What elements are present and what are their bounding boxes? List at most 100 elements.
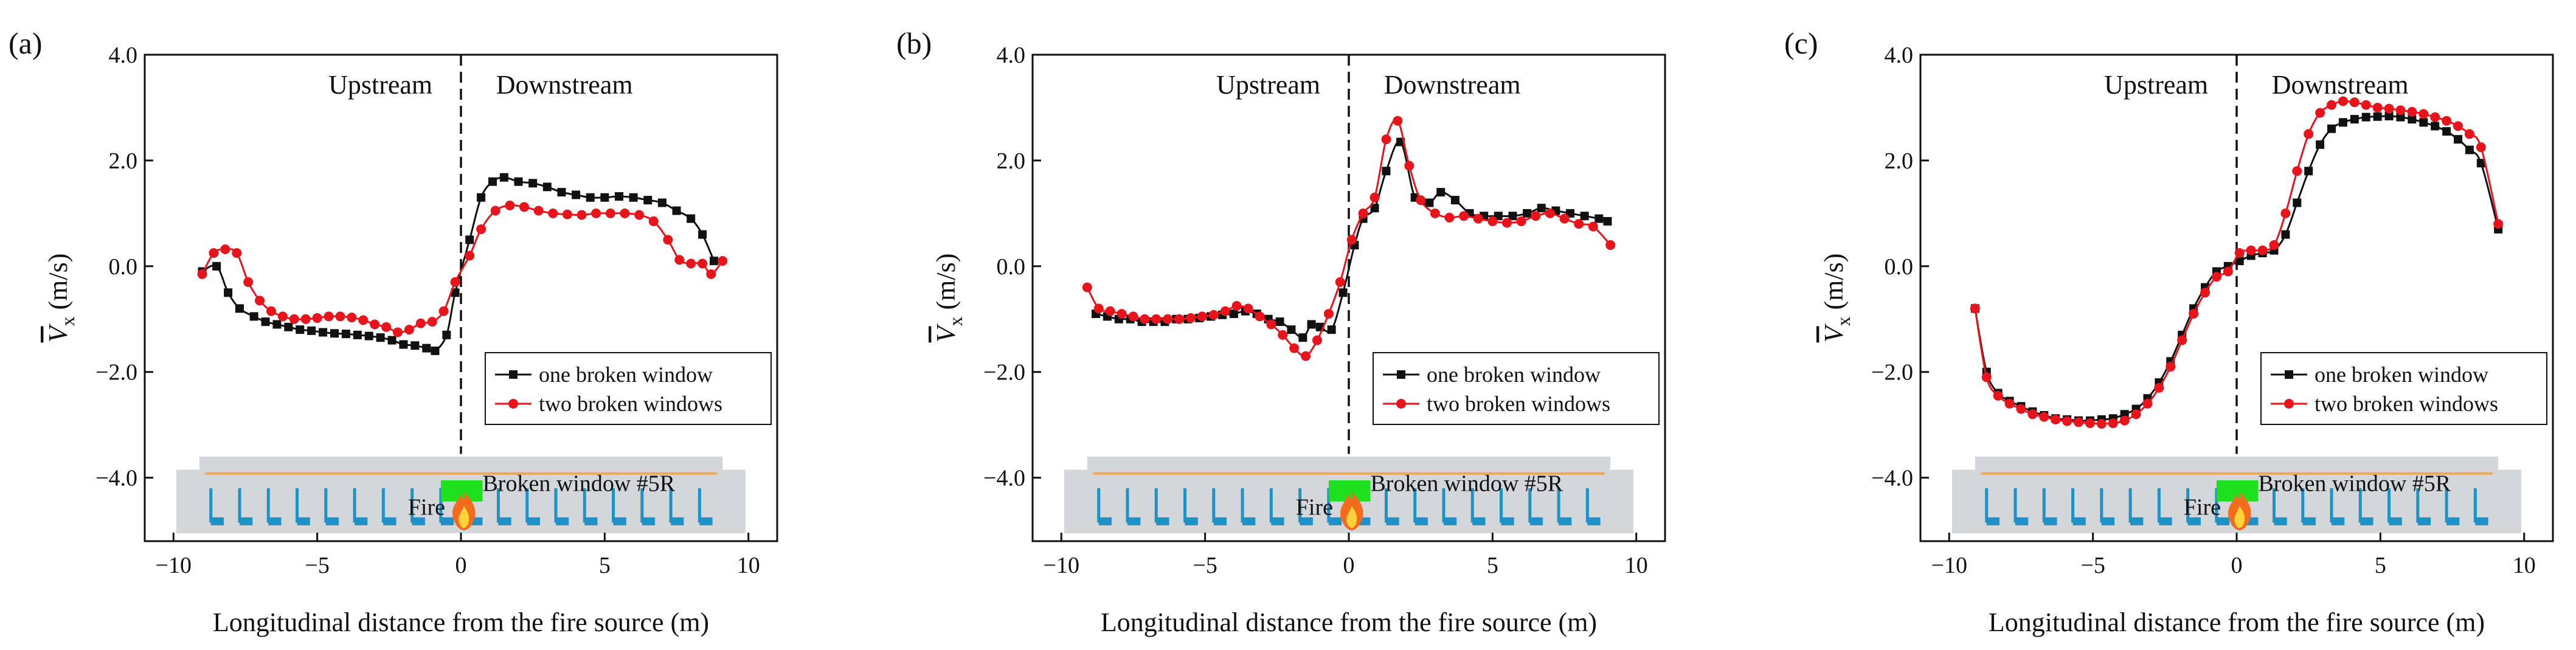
data-point — [2200, 288, 2210, 298]
data-point — [272, 320, 282, 329]
legend: one broken window two broken windows — [2260, 352, 2547, 425]
data-point — [615, 192, 623, 201]
data-point — [1335, 277, 1345, 287]
x-tick-label: −5 — [305, 553, 329, 578]
data-point — [324, 311, 334, 322]
seat-base — [1501, 517, 1514, 525]
data-point — [2454, 135, 2462, 144]
data-point — [2304, 129, 2314, 139]
tunnel-roof — [1087, 456, 1611, 470]
x-axis-title: Longitudinal distance from the fire sour… — [1989, 607, 2485, 637]
data-point — [519, 202, 529, 212]
data-point — [335, 311, 345, 322]
series-two-broken-windows — [197, 200, 728, 337]
data-point — [1487, 216, 1498, 226]
data-point — [393, 327, 403, 337]
data-point — [2419, 118, 2428, 127]
seat-base — [2072, 517, 2086, 525]
legend-label: one broken window — [539, 362, 713, 387]
data-point — [1197, 311, 1207, 322]
data-point — [1537, 204, 1546, 213]
data-point — [300, 314, 311, 324]
data-point — [488, 177, 497, 186]
flame-inner — [2234, 506, 2245, 528]
data-point — [2304, 167, 2313, 176]
data-point — [1393, 116, 1403, 126]
series-one-broken-window — [198, 173, 718, 355]
data-point — [358, 315, 369, 325]
y-tick-label: 2.0 — [109, 148, 138, 174]
legend-marker — [1396, 399, 1406, 409]
fire-icon — [1340, 491, 1363, 531]
data-point — [2338, 118, 2347, 127]
data-point — [2189, 309, 2199, 319]
data-point — [2027, 409, 2038, 420]
data-point — [1473, 213, 1483, 224]
data-point — [687, 214, 696, 223]
seat-base — [1213, 517, 1227, 525]
data-point — [2016, 404, 2026, 414]
legend-label: two broken windows — [1427, 392, 1610, 416]
data-point — [477, 193, 486, 202]
data-point — [2166, 362, 2176, 372]
seat-base — [1098, 517, 1112, 525]
data-point — [1128, 311, 1138, 322]
data-point — [2119, 415, 2130, 426]
data-point — [1993, 390, 2003, 401]
seat-base — [2302, 517, 2316, 525]
y-axis-title: Vx (m/s) — [1819, 254, 1854, 343]
seat-base — [2417, 517, 2431, 525]
data-point — [1531, 211, 1541, 221]
data-point — [220, 244, 230, 254]
data-point — [1370, 204, 1379, 213]
legend-box — [485, 352, 772, 425]
data-point — [1140, 314, 1150, 324]
data-point — [2235, 257, 2244, 266]
data-point — [1278, 330, 1288, 340]
data-point — [1231, 301, 1242, 311]
data-point — [2430, 112, 2440, 122]
y-axis-title-unit: (m/s) — [43, 254, 73, 317]
data-point — [2257, 245, 2268, 255]
data-point — [1105, 306, 1115, 316]
data-point — [312, 313, 322, 323]
data-point — [674, 255, 685, 265]
data-point — [370, 319, 380, 330]
data-point — [1301, 351, 1311, 361]
seat-base — [1300, 517, 1313, 525]
data-point — [1186, 313, 1196, 323]
seat-base — [2475, 517, 2488, 525]
seat-base — [1185, 517, 1198, 525]
data-point — [643, 196, 653, 205]
tunnel-schematic: Broken window #5R Fire — [1952, 456, 2521, 533]
seat-base — [240, 517, 253, 525]
data-point — [261, 317, 270, 327]
data-point — [1574, 219, 1584, 229]
seat-base — [355, 517, 368, 525]
data-point — [1289, 343, 1300, 353]
seat-base — [2446, 517, 2460, 525]
fire-label: Fire — [2184, 495, 2221, 520]
broken-window-label: Broken window #5R — [1370, 471, 1563, 496]
data-point — [2293, 198, 2302, 207]
data-point — [1312, 335, 1322, 345]
y-axis-title: Vx (m/s) — [931, 254, 966, 343]
data-point — [1450, 196, 1459, 205]
data-point — [2349, 97, 2360, 108]
data-point — [1358, 208, 1368, 218]
data-point — [2131, 409, 2141, 420]
data-point — [296, 325, 305, 334]
data-point — [2431, 122, 2440, 131]
data-point — [648, 216, 659, 226]
y-tick-label: 2.0 — [997, 148, 1026, 174]
panel-label: (b) — [896, 26, 932, 60]
data-point — [514, 177, 523, 186]
data-point — [1093, 303, 1104, 314]
data-point — [1275, 317, 1284, 327]
data-point — [1174, 314, 1185, 324]
data-point — [1594, 214, 1604, 223]
chart-panel-b: (b) Broken window #5R Fire 4.0 2.0 0.0 −2.0 −4.… — [896, 26, 1666, 637]
data-point — [528, 179, 538, 188]
data-point — [1580, 212, 1589, 221]
